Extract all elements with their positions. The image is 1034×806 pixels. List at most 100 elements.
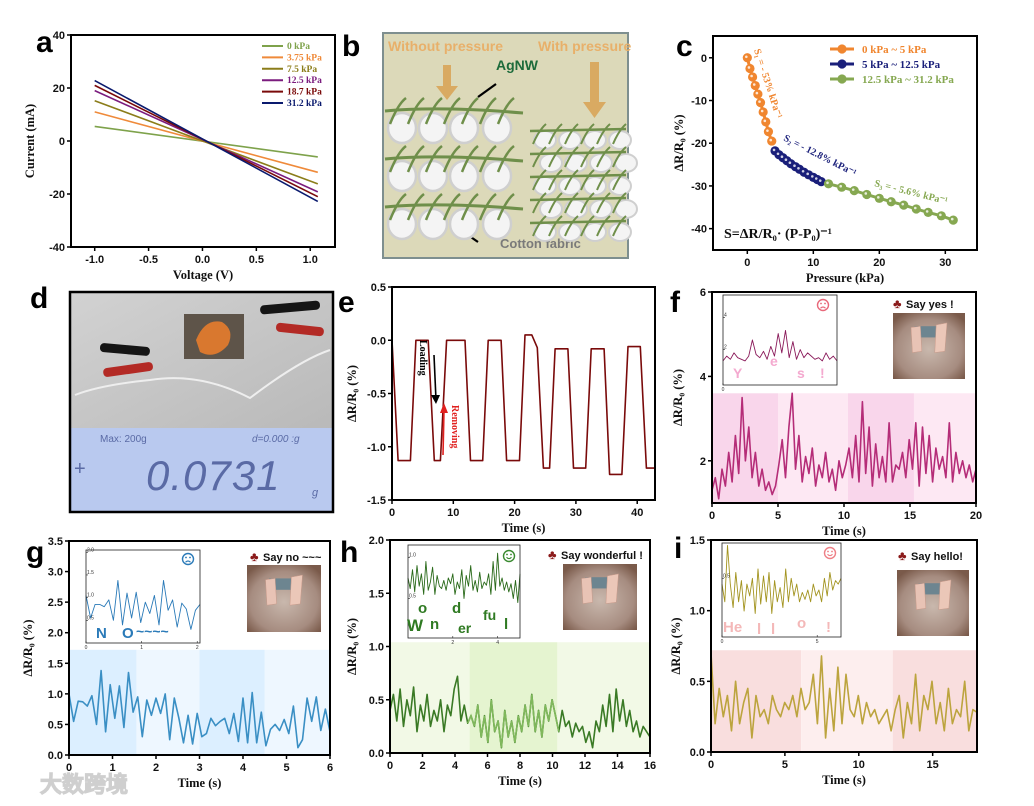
shaded-band — [892, 650, 977, 752]
silver-nanowire — [532, 123, 547, 145]
silver-nanowire — [442, 193, 461, 221]
face-eye — [506, 553, 508, 556]
inset-word-letter: o — [797, 615, 806, 632]
silver-nanowire — [529, 127, 627, 133]
data-point-highlight — [780, 155, 784, 159]
y-tick-label: 1.0 — [369, 642, 384, 654]
silver-nanowire — [460, 97, 479, 125]
data-point-highlight — [806, 172, 809, 176]
lcd-max-label: Max: 200g — [100, 434, 147, 445]
y-tick-label: 3.5 — [48, 536, 63, 548]
inset-frame — [407, 544, 521, 639]
silver-nanowire — [596, 215, 611, 237]
y-tick-label: 1.5 — [690, 535, 705, 547]
face-eye — [831, 550, 833, 553]
series-segment-say-wonderful — [466, 694, 560, 748]
face-outline — [502, 549, 516, 563]
cotton-fiber — [589, 199, 613, 219]
data-point-highlight — [801, 169, 805, 173]
silver-nanowire — [460, 193, 479, 221]
data-point-highlight — [864, 192, 868, 195]
data-point-highlight — [839, 184, 842, 188]
inset-frame — [721, 542, 842, 638]
series-line-say-no — [68, 669, 331, 749]
data-point-highlight — [750, 74, 753, 78]
legend-label: 31.2 kPa — [287, 99, 322, 109]
caption-label: Say yes ! — [906, 299, 954, 311]
x-tick-label: 8 — [517, 760, 523, 772]
y-tick-label: 1.0 — [690, 606, 705, 618]
inset-word-letter: O — [122, 625, 134, 642]
x-tick-label: 6 — [327, 762, 333, 774]
data-point — [862, 189, 872, 200]
x-tick-label: 12 — [579, 760, 591, 772]
silver-nanowire — [388, 193, 407, 221]
x-axis-label: Pressure (kPa) — [806, 271, 884, 285]
x-tick-label: 2 — [451, 640, 454, 646]
data-point-highlight — [826, 181, 829, 185]
cotton-fiber — [481, 159, 513, 193]
club-icon: ♣ — [250, 549, 259, 564]
legend-marker — [837, 44, 847, 54]
sensitivity-formula: S=ΔR/R₀· (P-P₀)⁻¹ — [724, 227, 832, 242]
shaded-band — [801, 650, 893, 752]
x-tick-label: 6 — [484, 760, 490, 772]
lcd-unit: g — [312, 487, 319, 499]
silver-nanowire — [529, 219, 627, 225]
legend-label: 12.5 kPa — [287, 76, 322, 86]
inset-word-letter: l — [771, 621, 775, 638]
silver-nanowire — [548, 123, 563, 145]
slope-annotation: S₃ = - 5.6% kPa⁻¹ — [873, 178, 948, 207]
silver-nanowire — [596, 146, 611, 168]
y-tick-label: 0.5 — [723, 573, 730, 579]
series-line-31-2-kpa — [94, 79, 319, 203]
silver-nanowire — [496, 97, 515, 125]
y-tick-label: 4 — [724, 313, 727, 319]
y-tick-label: 1.0 — [409, 552, 416, 558]
lcd-sign: + — [74, 458, 86, 480]
neck-sensor-photo — [893, 313, 965, 379]
pressure-arrow-icon — [583, 62, 606, 118]
data-point — [837, 182, 847, 192]
y-tick-label: 1.5 — [369, 588, 384, 600]
silver-nanowire — [612, 146, 627, 168]
silver-nanowire — [596, 192, 611, 214]
x-tick-label: 15 — [904, 510, 916, 522]
silver-nanowire — [612, 215, 627, 237]
data-point — [816, 177, 826, 187]
inset-word-letter: o — [418, 600, 427, 617]
y-tick-label: 0 — [59, 136, 65, 148]
silver-nanowire — [532, 146, 547, 168]
x-tick-label: 0 — [708, 759, 714, 771]
x-tick-label: 4 — [240, 762, 247, 774]
x-tick-label: -0.5 — [139, 254, 158, 266]
face-mouth — [827, 553, 833, 557]
y-tick-label: -1.0 — [367, 442, 386, 454]
series-line-inset — [407, 552, 521, 604]
x-axis-label: Time (s) — [822, 524, 866, 538]
silver-nanowire — [424, 97, 443, 125]
cotton-fiber — [448, 207, 480, 241]
y-tick-label: 1.0 — [48, 689, 63, 701]
clip-black — [260, 300, 320, 315]
inset-word-letter: l — [757, 621, 761, 638]
face-mouth — [185, 560, 191, 563]
x-tick-label: 10 — [807, 257, 819, 269]
photo-background — [247, 565, 321, 632]
silver-nanowire — [442, 145, 461, 173]
face-outline — [823, 546, 837, 560]
data-point — [758, 107, 768, 117]
leaf-icon — [196, 321, 231, 355]
face-eye — [827, 550, 829, 553]
removing-arrowhead-icon — [440, 403, 448, 413]
x-tick-label: 10 — [853, 759, 865, 771]
neck-sensor-photo — [247, 565, 321, 632]
inset-word-letter: W — [407, 616, 424, 635]
x-tick-label: -1.0 — [85, 254, 104, 266]
chart-c: 0 10 20 30 0 -10 -20 -30 -40 Pressure (kPa) ΔR/R₀ … — [672, 35, 978, 285]
data-point-highlight — [760, 109, 764, 113]
cotton-fiber — [608, 176, 632, 196]
data-point-highlight — [752, 83, 756, 86]
silver-nanowire — [596, 169, 611, 191]
